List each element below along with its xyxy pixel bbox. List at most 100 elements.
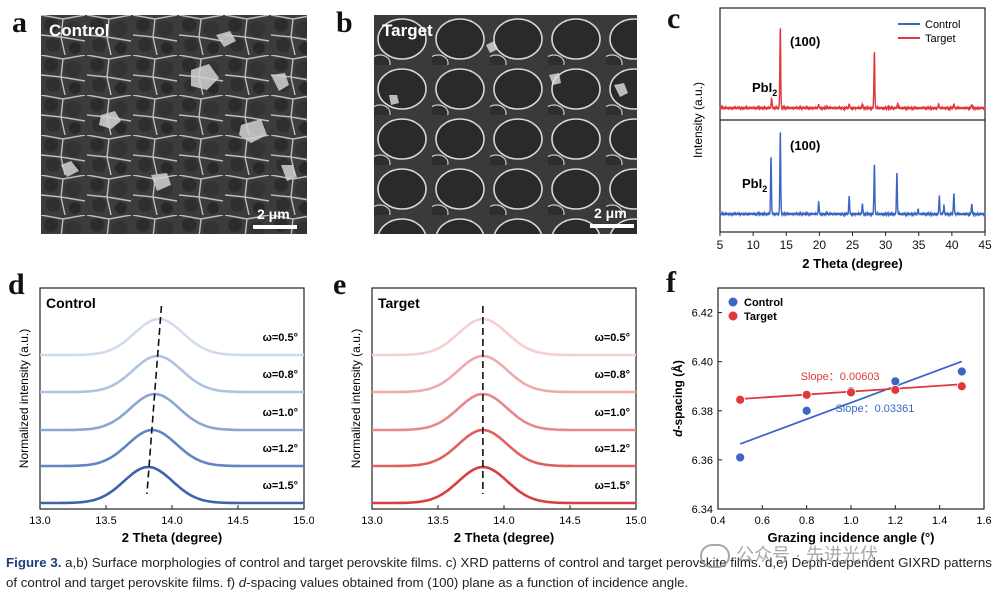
series-label: ω=0.8° (595, 369, 630, 381)
plot-frame (39, 287, 305, 510)
x-tick-label: 40 (945, 238, 959, 252)
series-ω=0.8° (40, 354, 304, 394)
x-tick-label: 13.0 (29, 515, 50, 527)
data-point-control (735, 452, 746, 463)
x-tick-label: 15 (780, 238, 794, 252)
y-axis-label: d-spacing (Å) (670, 360, 685, 437)
y-axis-label-rest: -spacing (Å) (670, 360, 685, 429)
series-ω=0.5° (372, 317, 636, 357)
series-ω=1.2° (40, 428, 304, 468)
x-tick-label: 1.6 (976, 515, 991, 527)
panel-title: Control (46, 295, 96, 311)
x-tick-label: 35 (912, 238, 926, 252)
sem-title-control: Control (49, 21, 110, 40)
x-tick-label: 13.5 (95, 515, 116, 527)
series-ω=0.8° (372, 354, 636, 394)
series-ω=1.5° (372, 465, 636, 505)
y-axis-label: Normalized intensity (a.u.) (17, 329, 31, 468)
series-ω=1.0° (40, 392, 304, 432)
x-tick-label: 14.0 (493, 515, 514, 527)
x-tick-label: 45 (978, 238, 992, 252)
x-tick-label: 1.2 (888, 515, 903, 527)
caption-italic: d (238, 575, 247, 590)
y-axis-label: Intensity (a.u.) (691, 82, 705, 158)
series-label: ω=1.2° (595, 443, 630, 455)
x-tick-label: 30 (879, 238, 893, 252)
annotation-pbi2-target: PbI2 (752, 80, 777, 98)
scale-bar-a (253, 225, 297, 229)
series-ω=1.0° (372, 392, 636, 432)
sem-title-target: Target (382, 21, 433, 40)
legend-label: Control (925, 19, 960, 31)
watermark-text: 公众号 · 先进光伏 (736, 545, 878, 565)
annotation-100-target: (100) (790, 34, 820, 49)
x-axis-label: 2 Theta (degree) (802, 256, 902, 271)
panel-letter-e: e (333, 268, 347, 301)
panel-letter-c: c (667, 2, 681, 35)
legend-label: Control (744, 297, 783, 309)
x-tick-label: 1.4 (932, 515, 947, 527)
sem-image-control: Control 2 μm (41, 15, 307, 234)
x-axis-label: 2 Theta (degree) (454, 530, 554, 545)
data-point-control (956, 366, 967, 377)
legend-marker (728, 297, 738, 307)
data-point-control (801, 405, 812, 416)
series-label: ω=0.8° (263, 369, 298, 381)
slope-label-target: Slope：0.00603 (801, 371, 880, 383)
x-tick-label: 5 (717, 238, 724, 252)
series-label: ω=1.5° (263, 480, 298, 492)
sem-texture (41, 15, 307, 234)
series-label: ω=0.5° (595, 332, 630, 344)
x-tick-label: 15.0 (293, 515, 314, 527)
panel-letter-f: f (666, 266, 676, 299)
x-tick-label: 1.0 (843, 515, 858, 527)
data-point-target (801, 389, 812, 400)
plot-frame (371, 287, 637, 510)
subscript: 2 (772, 88, 777, 98)
scale-bar-b (590, 224, 634, 228)
d-spacing-chart: 0.4 0.6 0.8 1.0 1.2 1.4 1.6 6.34 6.36 6.38 6.40 6.4… (670, 287, 992, 545)
series-target (719, 27, 986, 112)
annotation-100-control: (100) (790, 138, 820, 153)
subscript: 2 (762, 184, 767, 194)
x-tick-label: 15.0 (625, 515, 646, 527)
figure-caption: Figure 3. a,b) Surface morphologies of c… (6, 553, 1002, 593)
x-tick-label: 20 (813, 238, 827, 252)
series-label: ω=1.0° (263, 407, 298, 419)
series-ω=1.5° (40, 465, 304, 505)
data-point-target (956, 381, 967, 392)
watermark: 公众号 · 先进光伏 (700, 541, 878, 569)
fit-line-control (739, 360, 963, 445)
y-tick-label: 6.40 (692, 357, 713, 369)
x-axis-label: Grazing incidence angle (°) (767, 530, 934, 545)
legend-label: Target (925, 33, 956, 45)
data-point-control (890, 376, 901, 387)
x-tick-label: 14.5 (559, 515, 580, 527)
panel-letter-a: a (12, 6, 27, 39)
x-tick-label: 0.6 (755, 515, 770, 527)
slope-label-control: Slope：0.03361 (835, 403, 914, 415)
caption-text-1: a,b) Surface morphologies of control and… (6, 555, 992, 590)
sem-image-target: Target 2 μm (374, 15, 637, 234)
caption-label: Figure 3. (6, 555, 62, 570)
peak-shift-guide (146, 305, 163, 495)
y-tick-label: 6.38 (692, 406, 713, 418)
data-point-target (890, 385, 901, 395)
x-axis-label: 2 Theta (degree) (122, 530, 222, 545)
x-tick-label: 0.4 (710, 515, 725, 527)
series-control (719, 131, 986, 218)
series-ω=1.2° (372, 428, 636, 468)
x-tick-label: 13.5 (427, 515, 448, 527)
series-label: ω=1.0° (595, 407, 630, 419)
y-tick-label: 6.34 (692, 504, 713, 516)
y-axis-label: Normalized intensity (a.u.) (349, 329, 363, 468)
panel-title: Target (378, 295, 420, 311)
wechat-icon (700, 544, 730, 569)
gixrd-control-chart: 13.0 13.5 14.0 14.5 15.0 2 Theta (degree) Norm… (17, 287, 314, 545)
annotation-pbi2-control: PbI2 (742, 176, 767, 194)
y-axis-label-italic: d (671, 429, 685, 437)
y-tick-label: 6.36 (692, 455, 713, 467)
scale-label-a: 2 μm (257, 206, 290, 222)
data-point-target (735, 394, 746, 405)
x-tick-label: 14.5 (227, 515, 248, 527)
